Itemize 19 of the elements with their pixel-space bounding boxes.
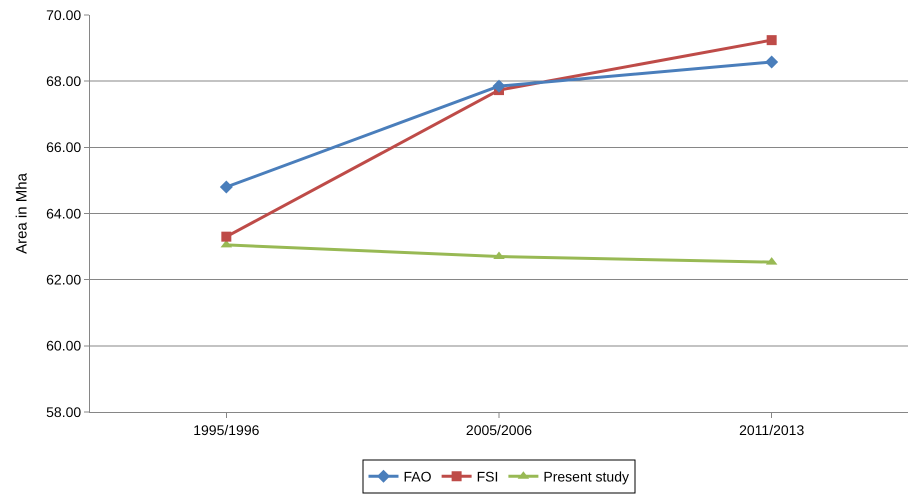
point (492, 80, 506, 93)
y-tick-label: 64.00 (46, 205, 82, 222)
y-tick-label: 66.00 (46, 139, 82, 156)
y-axis-title: Area in Mha (13, 172, 30, 254)
x-tick-label: 2011/2013 (739, 422, 804, 438)
point (766, 35, 777, 46)
point (765, 55, 778, 68)
legend-label: Present study (543, 468, 630, 485)
legend-label: FSI (476, 468, 498, 485)
y-tick-label: 70.00 (46, 6, 82, 23)
y-tick-label: 62.00 (46, 272, 82, 288)
x-tick-label: 1995/1996 (193, 422, 260, 438)
y-tick-label: 58.00 (46, 404, 82, 420)
point (221, 232, 232, 242)
point (220, 180, 233, 194)
x-tick-label: 2005/2006 (466, 422, 532, 438)
y-tick-label: 60.00 (46, 338, 82, 354)
legend-label: FAO (404, 468, 432, 485)
y-tick-label: 68.00 (46, 73, 82, 90)
